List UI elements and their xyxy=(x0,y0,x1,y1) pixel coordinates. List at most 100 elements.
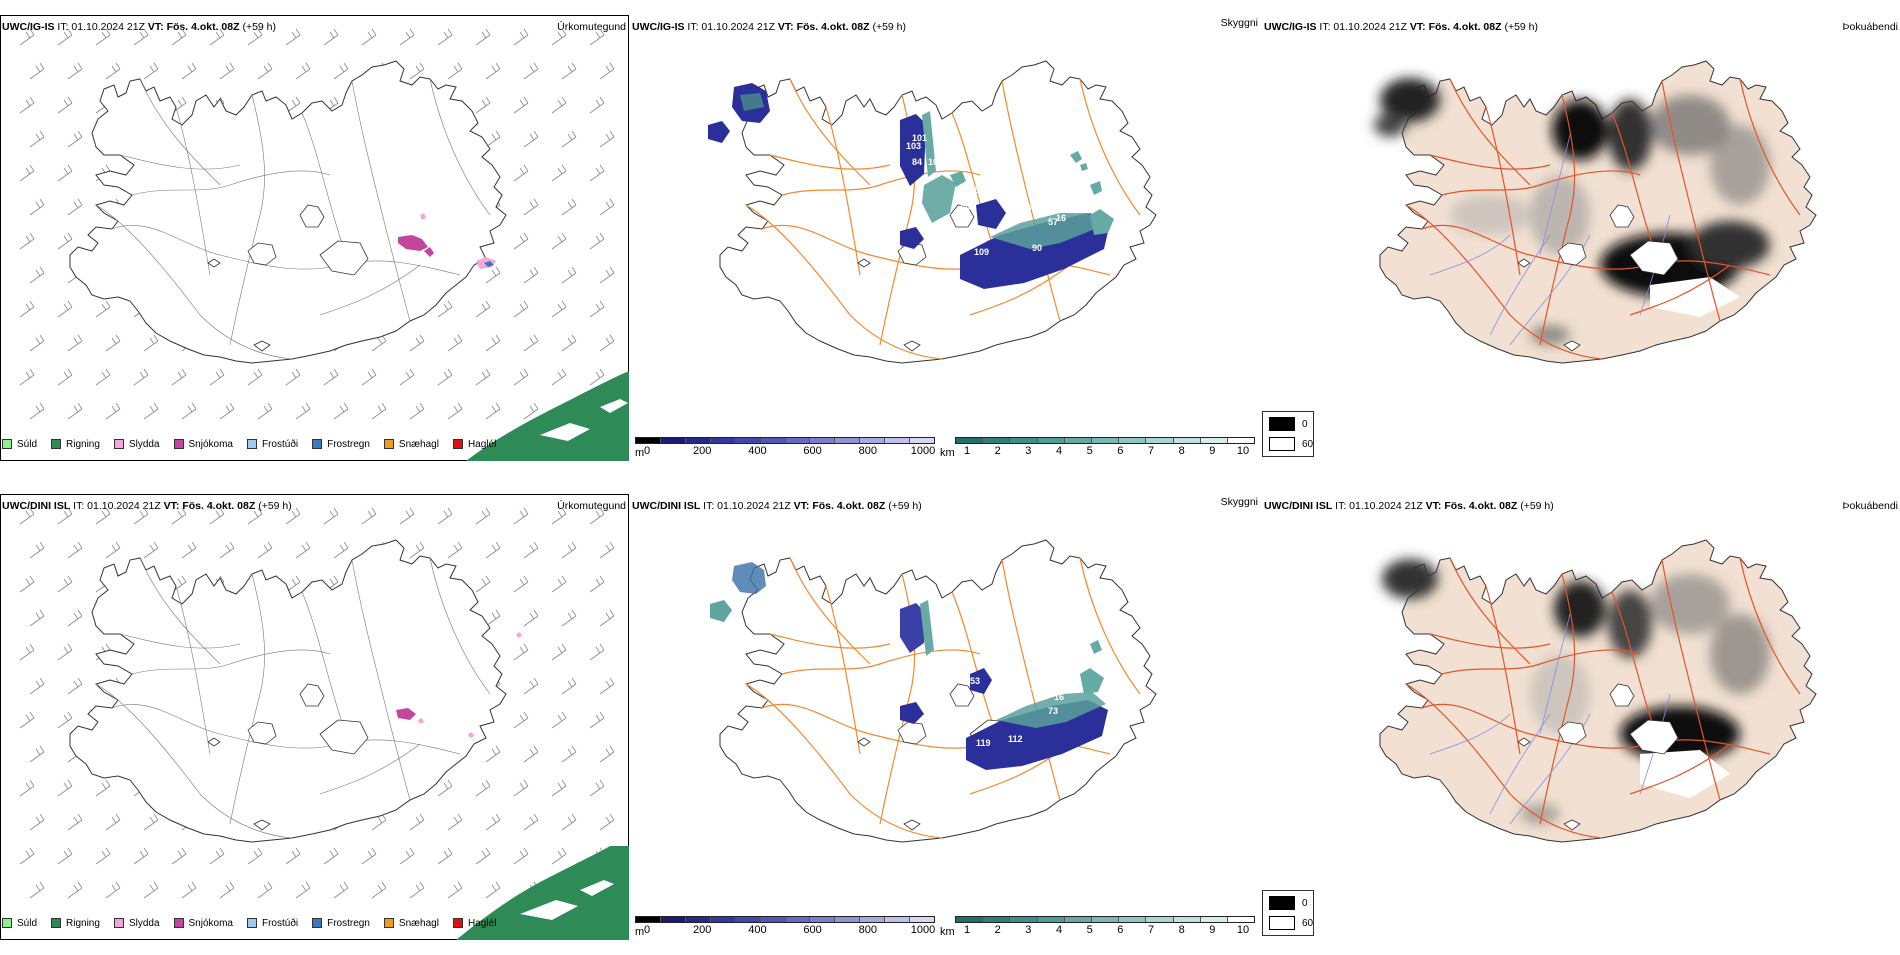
legend-item: Haglél xyxy=(452,918,496,929)
wind-barb xyxy=(551,847,567,865)
wind-barb xyxy=(409,881,425,899)
line-segment xyxy=(1563,340,1581,352)
wind-barb xyxy=(437,300,453,318)
wind-barb xyxy=(209,368,225,386)
legend-swatch xyxy=(173,918,184,928)
line-segment xyxy=(351,80,411,322)
wind-barb xyxy=(589,779,605,797)
line-segment xyxy=(131,170,331,196)
wind-barb xyxy=(295,881,311,899)
colorbar-step xyxy=(1173,438,1201,443)
wind-barb xyxy=(599,813,615,831)
wind-barb xyxy=(561,745,577,763)
wind-barb xyxy=(67,881,83,899)
wind-barb xyxy=(513,643,529,661)
sleet-area xyxy=(468,732,474,738)
line-segment xyxy=(1609,204,1635,228)
line-segment xyxy=(319,240,369,276)
colorbar-step xyxy=(636,438,661,443)
colorbar-step xyxy=(1119,438,1147,443)
wind-barb xyxy=(551,96,567,114)
wind-barb xyxy=(19,232,35,250)
legend-swatch xyxy=(173,439,184,449)
line-segment xyxy=(789,557,871,665)
wind-barb xyxy=(409,62,425,80)
wind-barb xyxy=(67,198,83,216)
wind-barb xyxy=(19,368,35,386)
wind-barb xyxy=(561,677,577,695)
line-segment xyxy=(781,649,981,675)
wind-barb xyxy=(551,232,567,250)
legend-label: Slydda xyxy=(128,917,160,929)
precip-type-panel-top: UWC/IG-IS IT: 01.10.2024 21Z VT: Fös. 4.… xyxy=(0,15,630,476)
line-segment xyxy=(1405,204,1603,360)
line-segment xyxy=(745,204,943,360)
legend-swatch xyxy=(51,439,62,449)
wind-barb xyxy=(561,198,577,216)
wind-barb xyxy=(57,368,73,386)
wind-barb xyxy=(447,62,463,80)
legend-item: Slydda xyxy=(113,917,160,929)
visibility-label: 16 xyxy=(1056,213,1066,223)
fog-map xyxy=(1379,539,1817,843)
wind-barb xyxy=(599,541,615,559)
colorbar-tick: 400 xyxy=(748,924,767,936)
road-lines xyxy=(95,78,491,360)
road-lines xyxy=(1405,557,1801,839)
visibility-unit: km xyxy=(940,447,955,459)
precip-type-panel-bottom: UWC/DINI ISL IT: 01.10.2024 21Z VT: Fös.… xyxy=(0,494,630,955)
road-lines xyxy=(745,78,1141,360)
wind-barb xyxy=(333,881,349,899)
colorbar-step xyxy=(956,438,984,443)
wind-barb xyxy=(599,677,615,695)
visibility-map: 10 53 86 77 16 73 22 119 112 xyxy=(710,539,1157,843)
wind-barb xyxy=(143,402,159,420)
wind-barb xyxy=(409,402,425,420)
colorbar-step xyxy=(885,917,911,922)
colorbar-step xyxy=(810,917,836,922)
line-segment xyxy=(1001,80,1061,322)
line-segment xyxy=(175,106,211,276)
wind-barb xyxy=(95,507,111,525)
fog-legend-item: 0 xyxy=(1269,417,1308,431)
colorbar-step xyxy=(710,438,736,443)
legend-swatch xyxy=(312,439,323,449)
wind-barb xyxy=(523,62,539,80)
precip-areas xyxy=(396,632,522,738)
legend-item: Frostregn xyxy=(312,439,370,450)
line-segment xyxy=(1449,557,1531,665)
wind-barb xyxy=(523,813,539,831)
legend-swatch xyxy=(452,439,463,449)
wind-barb xyxy=(67,130,83,148)
line-segment xyxy=(1421,224,1771,276)
colorbar-step xyxy=(1037,438,1065,443)
fog-shading xyxy=(1374,78,1770,345)
wind-barb xyxy=(29,609,45,627)
clear-area xyxy=(1650,277,1740,317)
colorbar-tick: 3 xyxy=(1025,924,1032,936)
wind-barb xyxy=(447,541,463,559)
line-segment xyxy=(789,78,871,186)
wind-barb xyxy=(399,847,415,865)
snow-area xyxy=(424,247,434,257)
legend-item: Snæhagl xyxy=(383,918,439,929)
colorbar-tick: 400 xyxy=(748,445,767,457)
wind-barb xyxy=(133,847,149,865)
wind-barb xyxy=(181,62,197,80)
panel-title: UWC/IG-IS IT: 01.10.2024 21Z VT: Fös. 4.… xyxy=(1264,21,1539,33)
wind-barb xyxy=(551,300,567,318)
wind-barb xyxy=(171,368,187,386)
wind-barb xyxy=(513,164,529,182)
legend-swatch xyxy=(2,439,12,449)
wind-barb xyxy=(485,541,501,559)
wind-barb xyxy=(485,609,501,627)
wind-barb xyxy=(437,507,453,525)
legend-item: Frostregn xyxy=(312,918,370,929)
wind-barb xyxy=(513,575,529,593)
wind-barb xyxy=(513,711,529,729)
wind-barb xyxy=(143,881,159,899)
line-segment xyxy=(903,340,921,352)
visibility-label: 10 xyxy=(894,686,904,696)
visibility-label: 73 xyxy=(1048,706,1058,716)
legend-item: Slydda xyxy=(113,439,160,450)
